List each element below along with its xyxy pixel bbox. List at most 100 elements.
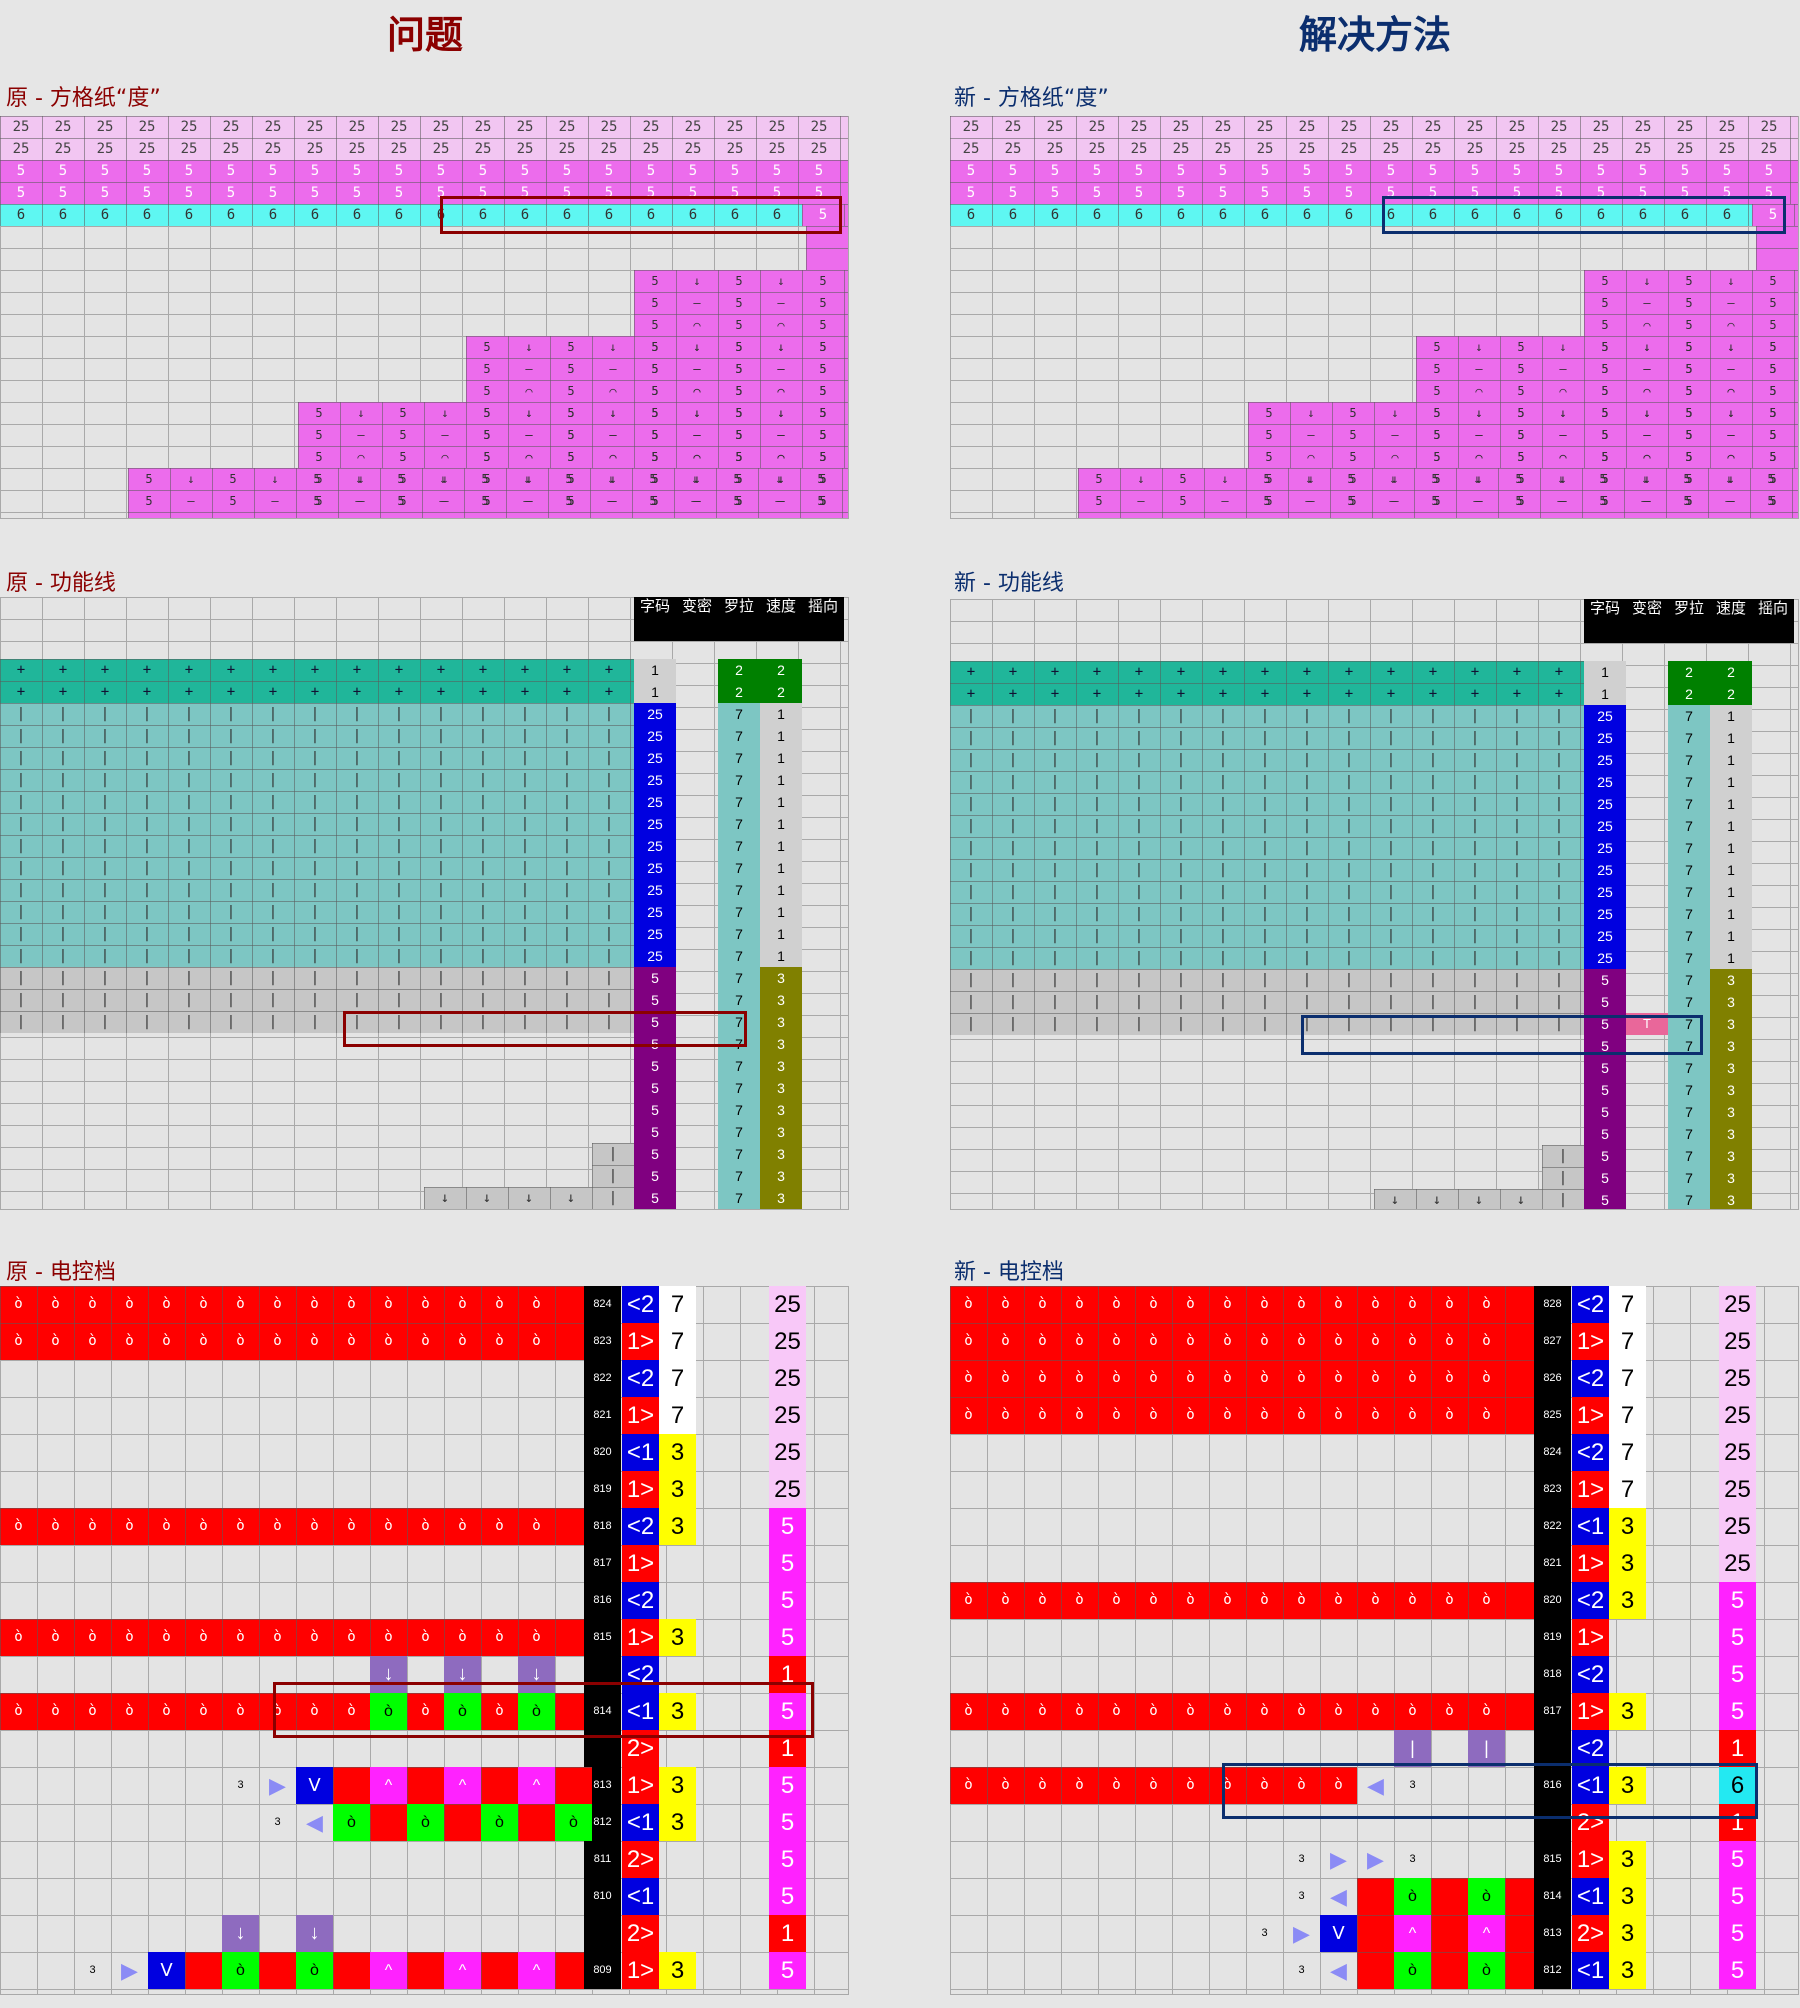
ec-red-row-mark: ò (384, 1518, 393, 1534)
ec-red-row-mark: ò (1038, 1407, 1047, 1423)
fl-speed-cell: 3 (1710, 991, 1752, 1013)
paper-row-cyan-mark: 6 (1050, 207, 1060, 223)
paper-row-5-mark: 5 (184, 185, 194, 201)
paper-stitch-mark: ↓ (525, 406, 533, 420)
fl-teallight-band-mark: | (1050, 796, 1060, 812)
paper-stitch-mark: ⌒ (1544, 512, 1582, 518)
paper-stitch-mark: ↓ (1389, 472, 1397, 486)
fl-code-cell: 5 (634, 1165, 676, 1187)
fl-teallight-band-mark: | (1008, 950, 1018, 966)
fl-gray-band-mark: | (1008, 994, 1018, 1010)
paper-stitch-mark: 5 (1685, 362, 1693, 376)
ec-green-loop: ò (296, 1952, 333, 1989)
paper-row-25-mark: 25 (12, 141, 30, 157)
fl-teallight-band-mark: | (1092, 906, 1102, 922)
fl-speed-cell: 1 (760, 769, 802, 791)
paper-stitch-mark: ⌒ (594, 512, 632, 518)
fl-gray-band-mark: | (1134, 972, 1144, 988)
fl-gray-band-mark: | (142, 992, 152, 1008)
ec-density-cell: 7 (659, 1360, 696, 1397)
fl-teallight-band-mark: | (226, 904, 236, 920)
paper-stitch-mark: ↓ (1727, 472, 1735, 486)
paper-stitch-mark: 5 (1599, 494, 1607, 508)
paper-stitch-mark: 5 (1349, 450, 1357, 464)
fl-teallight-band-mark: | (1386, 730, 1396, 746)
fl-gray-band-mark: | (1386, 994, 1396, 1010)
fl-teallight-band-mark: | (966, 708, 976, 724)
fl-teallight-band-mark: | (1470, 884, 1480, 900)
fl-gray-band-mark: | (1386, 1016, 1396, 1032)
ec-red-row-mark: ò (1001, 1703, 1010, 1719)
fl-gray-band-mark: | (1428, 1016, 1438, 1032)
paper-stitch-mark: 5 (1095, 494, 1103, 508)
paper-stitch-mark: — (777, 428, 785, 442)
fl-speed-cell: 3 (760, 1165, 802, 1187)
paper-row-25-mark: 25 (264, 141, 282, 157)
paper-row-25-mark: 25 (1466, 119, 1484, 135)
paper-stitch-mark: 5 (1685, 274, 1693, 288)
paper-row-5-mark: 5 (1596, 163, 1606, 179)
ec-green-loop: ò (1394, 1952, 1431, 1989)
right-square-paper-highlight (1382, 196, 1786, 234)
fl-teallight-band-mark: | (1176, 928, 1186, 944)
fl-teallight-band-mark: | (142, 706, 152, 722)
paper-stitch-mark: 5 (1601, 494, 1609, 508)
fl-teallight-band-mark: | (1428, 884, 1438, 900)
paper-stitch-mark: ↓ (777, 340, 785, 354)
paper-stitch-mark: 5 (1769, 450, 1777, 464)
ec-red-row-mark: ò (1149, 1296, 1158, 1312)
paper-stitch-mark: 5 (735, 406, 743, 420)
fl-teallight-band-mark: | (1092, 862, 1102, 878)
fl-code-cell: 25 (1584, 837, 1626, 859)
paper-row-25-mark: 25 (642, 141, 660, 157)
paper-stitch-mark: 5 (483, 406, 491, 420)
fl-teal-band-mark: + (1470, 686, 1480, 702)
paper-stitch-mark: 5 (399, 472, 407, 486)
paper-row-25-mark: 25 (1088, 141, 1106, 157)
fl-roller-cell: 7 (718, 989, 760, 1011)
paper-stitch-mark: 5 (735, 362, 743, 376)
fl-teal-band-mark: + (394, 684, 404, 700)
fl-teallight-band-mark: | (352, 772, 362, 788)
paper-stitch-mark: 5 (651, 428, 659, 442)
ec-direction-cell: 1> (622, 1619, 659, 1656)
ec-red-row-mark: ò (1075, 1296, 1084, 1312)
paper-stitch-mark: ↓ (1727, 406, 1735, 420)
paper-stitch-mark: ⌒ (693, 450, 701, 464)
fl-teal-band-mark: + (966, 664, 976, 680)
ec-red-row-mark: ò (964, 1370, 973, 1386)
paper-row-25-mark: 25 (1718, 119, 1736, 135)
fl-teal-band-mark: + (352, 662, 362, 678)
paper-stitch-mark: — (1475, 428, 1483, 442)
paper-stitch-mark: 5 (1433, 450, 1441, 464)
paper-stitch-mark: ⌒ (342, 512, 380, 518)
paper-stitch-mark: 5 (1517, 450, 1525, 464)
ec-density-cell: 3 (659, 1693, 696, 1730)
paper-stitch-mark: ↓ (525, 406, 533, 420)
fl-teallight-band-mark: | (966, 928, 976, 944)
ec-red-row-mark: ò (1482, 1592, 1491, 1608)
fl-teallight-band-mark: | (1092, 950, 1102, 966)
fl-roller-cell: 7 (1668, 1013, 1710, 1035)
ec-row-number: 822 (1534, 1508, 1571, 1545)
paper-stitch-mark: 5 (483, 494, 491, 508)
fl-teal-band-mark: + (1008, 686, 1018, 702)
paper-row-25-mark: 25 (1256, 119, 1274, 135)
paper-row-25-mark: 25 (180, 141, 198, 157)
fl-teallight-band-mark: | (478, 860, 488, 876)
ec-red-row-mark: ò (1223, 1407, 1232, 1423)
ec-small-3: 3 (274, 1816, 281, 1828)
ec-red-row-mark: ò (88, 1333, 97, 1349)
ec-red-row-mark: ò (964, 1296, 973, 1312)
paper-row-25-mark: 25 (1634, 141, 1652, 157)
paper-stitch-mark: 5 (1754, 512, 1792, 518)
paper-row-25-mark: 25 (1172, 141, 1190, 157)
fl-teallight-band-mark: | (1512, 884, 1522, 900)
fl-gray-band-mark: | (1008, 972, 1018, 988)
ec-row-number (584, 1915, 621, 1952)
paper-stitch-mark: 5 (1265, 428, 1273, 442)
paper-row-5-mark: 5 (1218, 185, 1228, 201)
paper-stitch-mark: 5 (735, 450, 743, 464)
fl-teal-band-mark: + (226, 662, 236, 678)
fl-teallight-band-mark: | (394, 860, 404, 876)
